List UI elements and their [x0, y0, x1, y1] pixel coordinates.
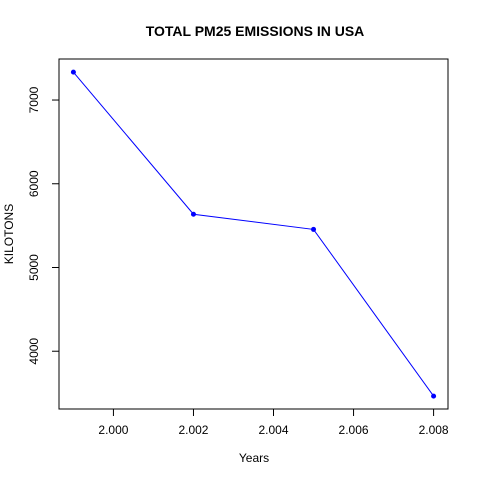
y-tick-label: 4000 — [27, 338, 41, 365]
data-point — [70, 69, 76, 75]
y-tick-label: 5000 — [27, 254, 41, 281]
y-axis-label: KILOTONS — [2, 204, 16, 264]
x-tick-label: 2.008 — [419, 423, 449, 437]
data-point — [431, 393, 437, 399]
series-line — [73, 71, 434, 397]
x-tick-label: 2.002 — [178, 423, 208, 437]
y-tick-label: 7000 — [27, 86, 41, 113]
plot-area-frame — [58, 58, 449, 410]
x-tick-label: 2.000 — [98, 423, 128, 437]
chart-title: TOTAL PM25 EMISSIONS IN USA — [146, 23, 365, 39]
series-layer — [70, 69, 437, 399]
y-tick-label: 6000 — [27, 170, 41, 197]
x-axis-ticks: 2.000 2.002 2.004 2.006 2.008 — [98, 409, 449, 437]
y-axis-ticks: 4000 5000 6000 7000 — [27, 86, 59, 365]
data-point — [190, 211, 196, 217]
data-point — [311, 226, 317, 232]
x-axis-label: Years — [239, 451, 269, 465]
x-tick-label: 2.006 — [339, 423, 369, 437]
x-tick-label: 2.004 — [258, 423, 288, 437]
